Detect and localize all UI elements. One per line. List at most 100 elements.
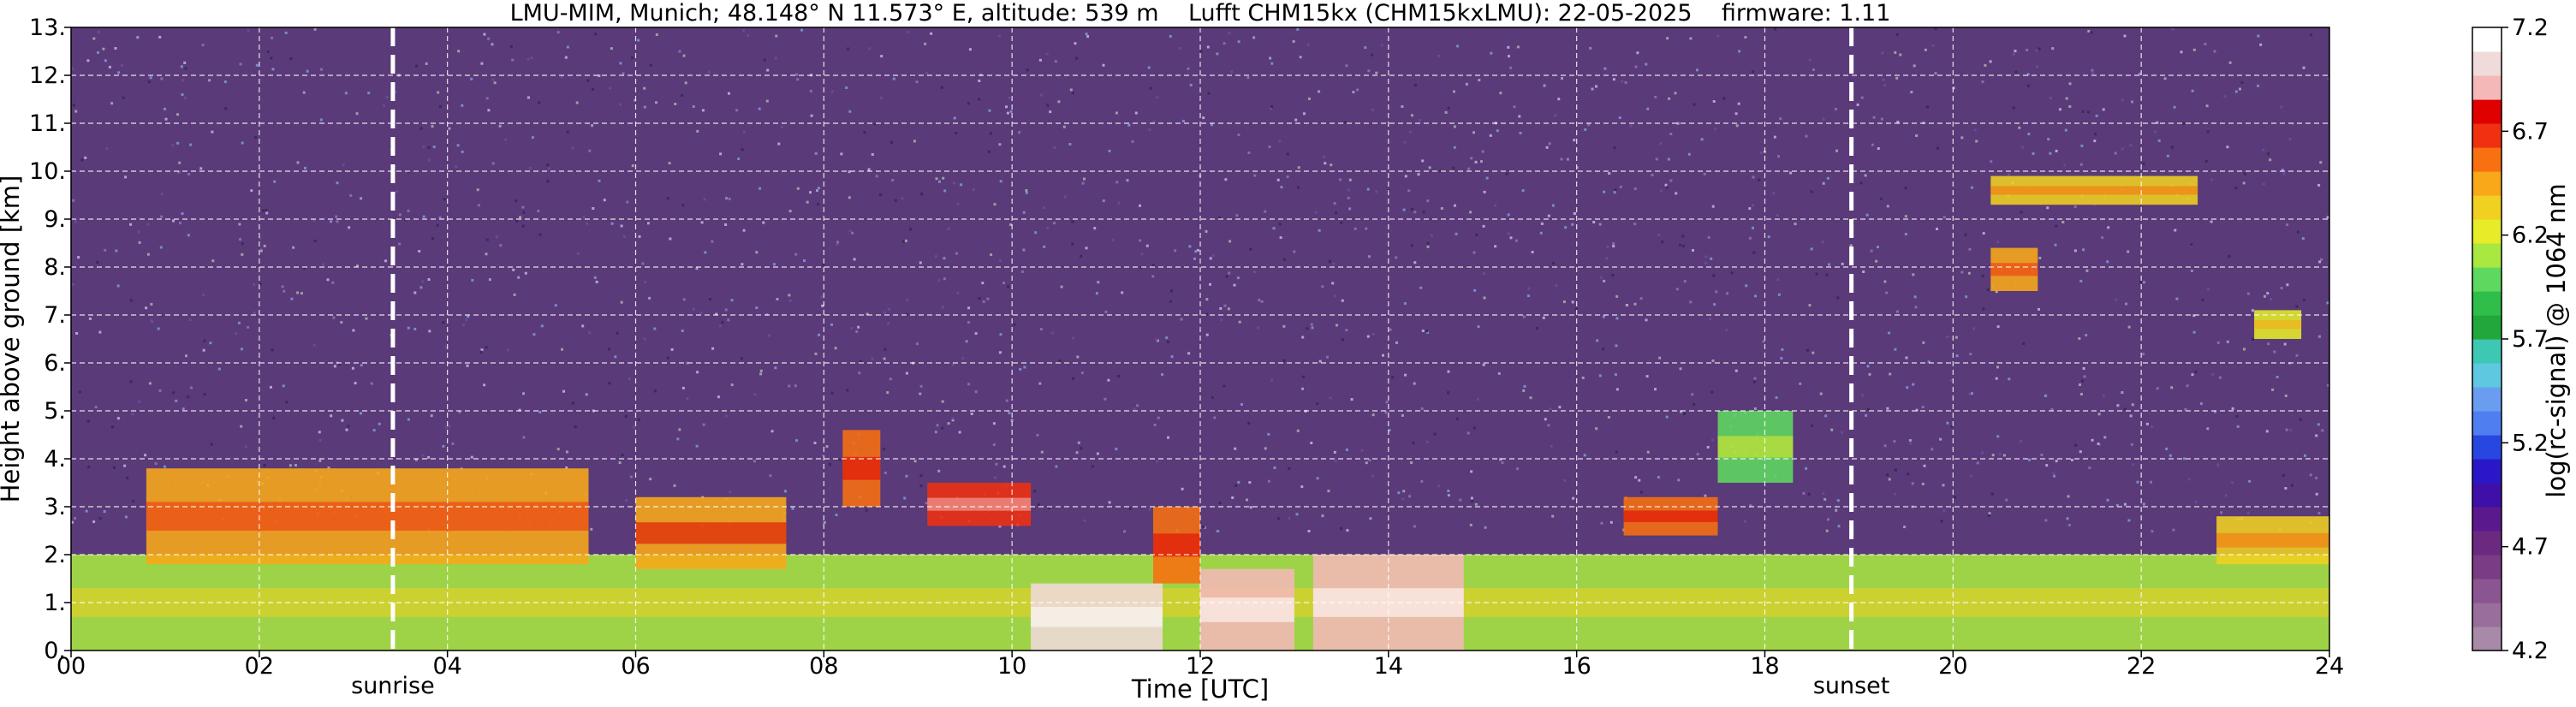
noise-pixel [187,395,190,399]
noise-pixel [1776,278,1780,282]
noise-pixel [1038,503,1040,507]
noise-pixel [1665,415,1669,419]
noise-pixel [281,285,284,288]
noise-pixel [2292,122,2294,126]
noise-pixel [649,63,652,67]
noise-pixel [147,80,151,84]
noise-pixel [1127,123,1131,127]
noise-pixel [2052,472,2055,475]
noise-pixel [1321,285,1324,288]
noise-pixel [1166,340,1169,343]
noise-pixel [1905,356,1908,359]
noise-pixel [1679,367,1682,371]
noise-pixel [1270,104,1274,108]
noise-pixel [1612,245,1615,248]
colorbar-segment [2472,99,2502,124]
noise-pixel [444,425,448,429]
noise-pixel [2234,90,2238,93]
noise-pixel [834,347,837,350]
noise-pixel [1521,189,1525,193]
noise-pixel [1709,318,1712,321]
noise-pixel [2067,495,2070,498]
noise-pixel [1808,304,1812,307]
noise-pixel [1835,508,1838,512]
colorbar-segment [2472,243,2502,268]
noise-pixel [1034,231,1038,235]
noise-pixel [1542,316,1545,319]
noise-pixel [365,317,368,320]
noise-pixel [1187,67,1190,70]
noise-pixel [2235,414,2239,418]
noise-pixel [253,311,256,314]
noise-pixel [1574,307,1578,311]
noise-pixel [1384,411,1388,414]
signal-core [842,456,881,480]
noise-pixel [1219,306,1223,310]
noise-pixel [1752,204,1754,207]
noise-pixel [1633,302,1637,306]
noise-pixel [265,211,269,215]
noise-pixel [1437,54,1441,57]
noise-pixel [1664,183,1668,187]
colorbar-segment [2472,171,2502,196]
noise-pixel [1996,365,1999,369]
signal-core [1200,597,1294,622]
noise-pixel [1278,223,1282,226]
noise-pixel [951,417,955,420]
noise-pixel [1507,232,1510,235]
noise-pixel [871,153,874,156]
colorbar-segment [2472,579,2502,603]
noise-pixel [641,262,645,265]
noise-pixel [146,253,150,256]
noise-pixel [1046,104,1050,107]
noise-pixel [326,278,330,282]
noise-pixel [2027,133,2031,136]
noise-pixel [2170,386,2174,389]
noise-pixel [1149,86,1152,90]
noise-pixel [175,399,178,402]
noise-pixel [1936,228,1938,230]
noise-pixel [265,209,268,212]
noise-pixel [1478,79,1481,82]
noise-pixel [1535,327,1538,330]
noise-pixel [1711,205,1715,208]
noise-pixel [2123,502,2127,506]
noise-pixel [407,326,410,330]
noise-pixel [2211,372,2215,376]
noise-pixel [1237,481,1240,484]
noise-pixel [1413,84,1417,86]
noise-pixel [292,246,295,249]
noise-pixel [188,318,192,322]
noise-pixel [202,348,205,352]
noise-pixel [2170,146,2174,149]
noise-pixel [1356,88,1359,92]
noise-pixel [1080,371,1084,375]
noise-pixel [1368,255,1371,258]
noise-pixel [1968,392,1972,395]
noise-pixel [1157,416,1160,419]
noise-pixel [1452,166,1455,169]
noise-pixel [1008,412,1011,415]
noise-pixel [160,215,164,218]
noise-pixel [2243,172,2246,175]
noise-pixel [1777,293,1781,296]
noise-pixel [1969,353,1972,356]
noise-pixel [1777,155,1780,158]
noise-pixel [1131,140,1134,143]
noise-pixel [1209,282,1211,286]
noise-pixel [1224,178,1228,181]
noise-pixel [2264,294,2266,298]
noise-pixel [1837,525,1841,528]
noise-pixel [209,342,212,345]
noise-pixel [715,312,718,316]
noise-pixel [1612,78,1615,81]
noise-pixel [2206,130,2210,134]
noise-pixel [1489,134,1492,137]
noise-pixel [2295,305,2299,308]
colorbar-segment [2472,291,2502,316]
noise-pixel [873,122,877,126]
noise-pixel [336,181,339,185]
noise-pixel [136,36,140,39]
noise-pixel [124,515,128,519]
noise-pixel [995,462,998,466]
